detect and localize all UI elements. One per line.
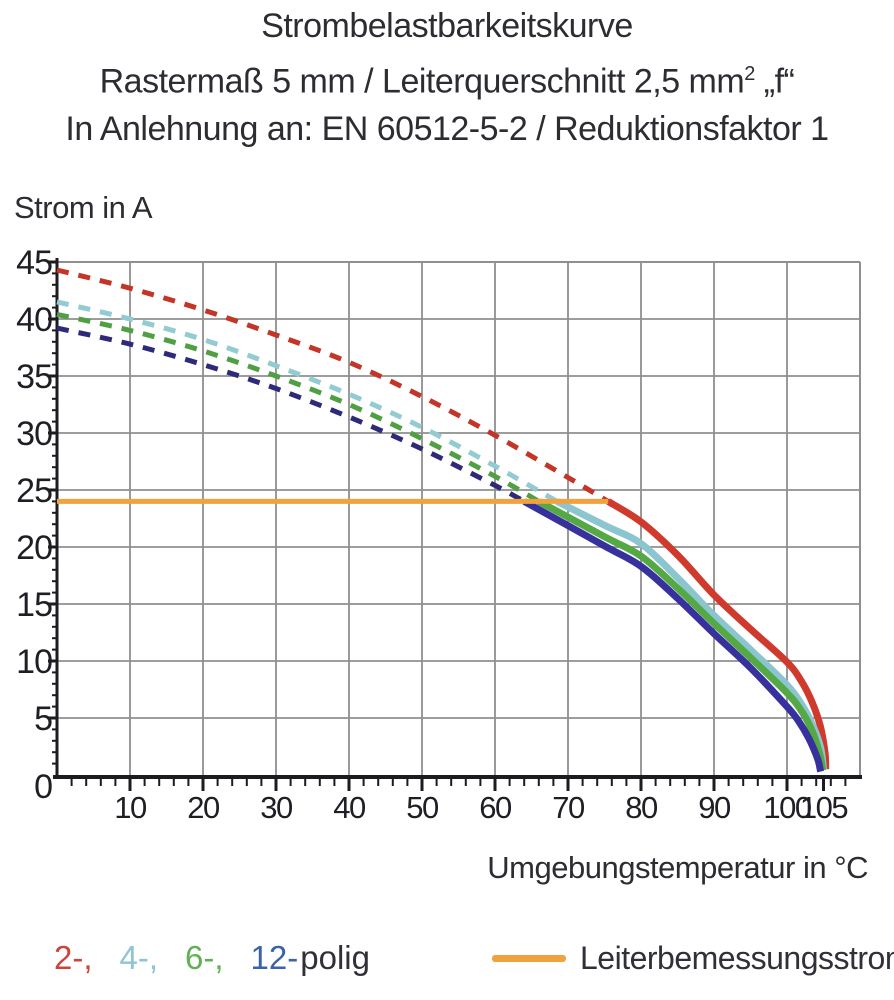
y-axis-title: Strom in A [14,190,153,225]
x-tick-label: 20 [187,790,220,825]
legend-item-12-polig: 12- [250,939,299,976]
chart-subtitle-2: In Anlehnung an: EN 60512-5-2 / Reduktio… [65,110,829,149]
title-block: Strombelastbarkeitskurve Rastermaß 5 mm … [0,2,894,153]
x-tick-label: 10 [114,790,147,825]
x-tick-label: 105 [800,790,847,825]
curve-dashed-12-polig [56,325,526,504]
curve-solid-12-polig [522,498,825,773]
origin-tick-label: 0 [34,768,52,806]
subtitle-quote: „f“ [754,62,795,101]
x-tick-label: 30 [260,790,293,825]
curve-solid-6-polig [537,498,827,772]
x-tick-label: 100 [763,790,811,825]
chart-subtitle-1: Rastermaß 5 mm / Leiterquerschnitt 2,5 m… [0,50,894,105]
y-tick-label: 35 [16,358,52,396]
y-tick-label: 5 [34,700,52,738]
curve-dashed-2-polig [56,267,610,504]
y-tick-label: 15 [16,586,52,624]
x-axis-title: Umgebungstemperatur in °C [487,850,868,885]
y-tick-label: 10 [16,643,52,681]
x-tick-label: 80 [625,790,658,825]
x-tick-label: 70 [552,790,585,825]
curve-dashed-6-polig [56,311,541,504]
x-tick-label: 50 [406,790,439,825]
x-tick-label: 40 [333,790,366,825]
y-tick-label: 20 [16,529,52,567]
legend-polig-suffix: polig [300,939,370,976]
y-tick-label: 40 [16,301,52,339]
y-tick-label: 30 [16,415,52,453]
legend-item-6-polig: 6-, [185,939,224,976]
legend-item-2-polig: 2-, [54,939,93,976]
y-tick-label: 25 [16,472,52,510]
curve-dashed-4-polig [56,299,559,504]
limit-line-label: Leiterbemessungsstrom [580,939,894,976]
chart-title: Strombelastbarkeitskurve [261,7,633,45]
subtitle-superscript: 2 [744,63,755,85]
legend-item-4-polig: 4-, [119,939,159,976]
y-tick-label: 45 [16,244,52,282]
curve-solid-2-polig [606,498,830,770]
subtitle-text: Rastermaß 5 mm / Leiterquerschnitt 2,5 m… [99,62,745,101]
x-tick-label: 90 [698,790,731,825]
legend-poles: 2-, 4-, 6-, 12-polig [54,936,370,980]
legend-limit: Leiterbemessungsstrom [492,936,894,980]
limit-line-swatch [492,954,566,962]
x-tick-label: 60 [479,790,512,825]
